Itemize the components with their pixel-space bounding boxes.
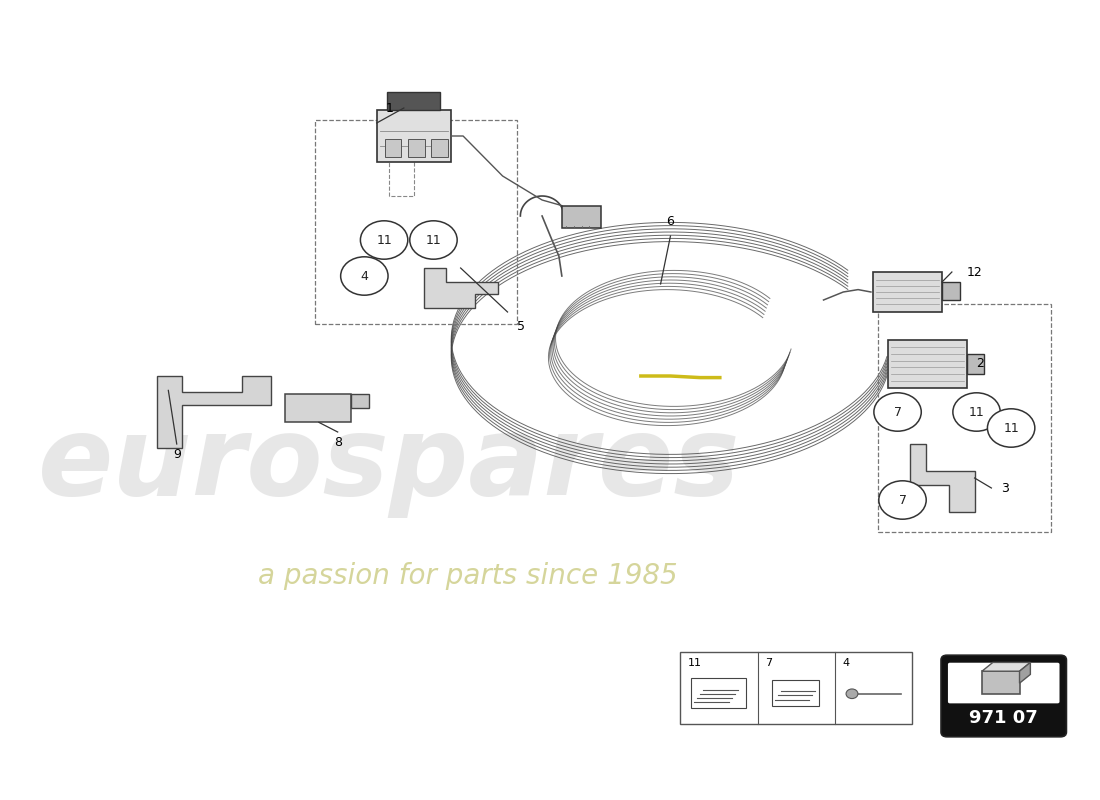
Circle shape: [879, 481, 926, 519]
Text: 9: 9: [173, 448, 180, 461]
Text: a passion for parts since 1985: a passion for parts since 1985: [258, 562, 678, 590]
Bar: [285, 394, 351, 422]
Bar: [387, 92, 440, 110]
Bar: [967, 354, 984, 374]
Bar: [562, 206, 602, 228]
Text: 8: 8: [333, 436, 342, 449]
Text: 12: 12: [967, 266, 982, 278]
Text: 5: 5: [517, 320, 526, 333]
Circle shape: [341, 257, 388, 295]
Polygon shape: [157, 376, 271, 448]
Polygon shape: [982, 662, 1031, 671]
Text: eurospares: eurospares: [37, 410, 740, 518]
Polygon shape: [1020, 662, 1031, 683]
Circle shape: [988, 409, 1035, 447]
Circle shape: [410, 221, 458, 259]
Text: 1: 1: [386, 102, 394, 114]
Text: 11: 11: [969, 406, 984, 418]
Text: 7: 7: [899, 494, 906, 506]
Bar: [878, 304, 1050, 532]
Polygon shape: [351, 394, 370, 408]
Bar: [431, 138, 448, 157]
Text: 11: 11: [1003, 422, 1019, 434]
Bar: [942, 282, 960, 300]
Bar: [315, 120, 517, 324]
Text: 4: 4: [843, 658, 850, 669]
Circle shape: [873, 393, 922, 431]
Circle shape: [846, 689, 858, 698]
Bar: [385, 138, 402, 157]
Bar: [692, 678, 746, 708]
Text: 971 07: 971 07: [969, 709, 1038, 726]
Text: 3: 3: [1001, 482, 1009, 494]
FancyBboxPatch shape: [940, 655, 1066, 737]
Bar: [680, 652, 912, 724]
Bar: [408, 138, 425, 157]
Text: 7: 7: [766, 658, 772, 669]
Text: 2: 2: [977, 358, 985, 370]
Circle shape: [953, 393, 1000, 431]
Circle shape: [361, 221, 408, 259]
Text: 11: 11: [689, 658, 702, 669]
Text: 11: 11: [376, 234, 392, 246]
Bar: [982, 671, 1020, 694]
Bar: [772, 680, 820, 706]
FancyBboxPatch shape: [376, 110, 451, 162]
Text: 6: 6: [667, 215, 674, 228]
Text: 7: 7: [893, 406, 902, 418]
Text: 4: 4: [361, 270, 368, 282]
Bar: [873, 272, 942, 312]
Polygon shape: [424, 268, 497, 308]
Polygon shape: [911, 444, 975, 512]
FancyBboxPatch shape: [948, 662, 1059, 703]
Text: 11: 11: [426, 234, 441, 246]
Bar: [888, 340, 967, 388]
